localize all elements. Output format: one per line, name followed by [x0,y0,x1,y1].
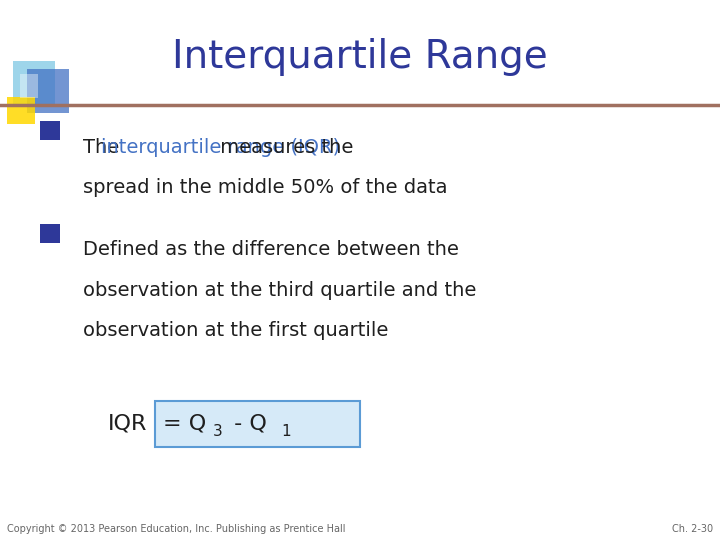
Text: = Q: = Q [163,414,207,434]
Text: observation at the first quartile: observation at the first quartile [83,321,388,340]
Text: Defined as the difference between the: Defined as the difference between the [83,240,459,259]
Bar [155,401,360,447]
Text: 3: 3 [212,424,222,440]
Text: interquartile range (IQR): interquartile range (IQR) [101,138,340,157]
Bar [20,74,38,98]
Bar [40,122,60,140]
Text: observation at the third quartile and the: observation at the third quartile and th… [83,281,476,300]
Bar [7,97,35,124]
Text: IQR: IQR [108,414,148,434]
Text: Ch. 2-30: Ch. 2-30 [672,523,713,534]
Text: Copyright © 2013 Pearson Education, Inc. Publishing as Prentice Hall: Copyright © 2013 Pearson Education, Inc.… [7,523,346,534]
Text: The: The [83,138,125,157]
Text: spread in the middle 50% of the data: spread in the middle 50% of the data [83,178,447,197]
Bar [40,224,60,243]
Bar [27,69,69,113]
Bar [13,61,55,105]
Text: 1: 1 [282,424,291,440]
Text: - Q: - Q [227,414,266,434]
Text: measures the: measures the [215,138,354,157]
Text: Interquartile Range: Interquartile Range [172,38,548,76]
